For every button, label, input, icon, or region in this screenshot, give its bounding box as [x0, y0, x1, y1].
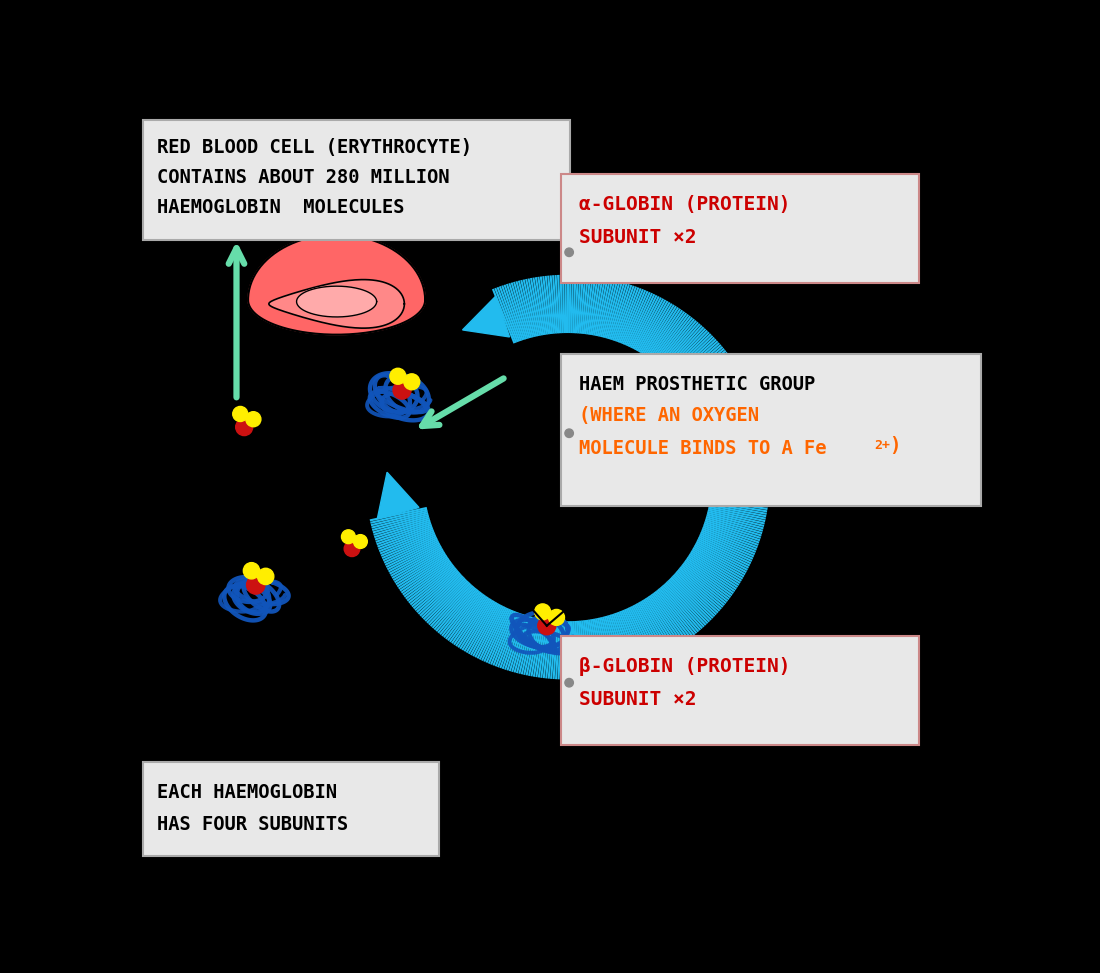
- Circle shape: [404, 374, 420, 390]
- Circle shape: [565, 248, 573, 257]
- Polygon shape: [462, 296, 509, 337]
- Circle shape: [565, 429, 573, 438]
- Text: α-GLOBIN (PROTEIN): α-GLOBIN (PROTEIN): [580, 195, 791, 213]
- Circle shape: [257, 568, 274, 585]
- Circle shape: [353, 534, 367, 549]
- Circle shape: [583, 433, 598, 450]
- FancyBboxPatch shape: [143, 762, 439, 856]
- Polygon shape: [297, 286, 376, 317]
- Circle shape: [246, 576, 265, 595]
- FancyBboxPatch shape: [561, 635, 920, 745]
- Circle shape: [344, 541, 360, 557]
- Polygon shape: [377, 472, 419, 519]
- Circle shape: [341, 530, 355, 544]
- Text: RED BLOOD CELL (ERYTHROCYTE): RED BLOOD CELL (ERYTHROCYTE): [157, 138, 472, 158]
- Polygon shape: [249, 234, 425, 335]
- Text: HAS FOUR SUBUNITS: HAS FOUR SUBUNITS: [157, 815, 349, 834]
- Circle shape: [565, 678, 573, 687]
- Circle shape: [592, 426, 607, 441]
- Text: EACH HAEMOGLOBIN: EACH HAEMOGLOBIN: [157, 783, 338, 802]
- Circle shape: [233, 407, 248, 421]
- Text: MOLECULE BINDS TO A Fe: MOLECULE BINDS TO A Fe: [580, 439, 827, 457]
- Circle shape: [535, 604, 551, 620]
- Text: ): ): [889, 436, 900, 454]
- Text: HAEM PROSTHETIC GROUP: HAEM PROSTHETIC GROUP: [580, 375, 815, 394]
- Text: 2+: 2+: [874, 439, 890, 451]
- Circle shape: [235, 418, 253, 436]
- Circle shape: [538, 617, 556, 634]
- Text: (WHERE AN OXYGEN: (WHERE AN OXYGEN: [580, 407, 759, 425]
- Text: β-GLOBIN (PROTEIN): β-GLOBIN (PROTEIN): [580, 657, 791, 675]
- Circle shape: [580, 421, 594, 436]
- FancyBboxPatch shape: [143, 120, 570, 240]
- Polygon shape: [268, 279, 405, 328]
- Circle shape: [389, 368, 406, 384]
- Text: SUBUNIT ×2: SUBUNIT ×2: [580, 229, 696, 247]
- Circle shape: [549, 609, 564, 626]
- Text: HAEMOGLOBIN  MOLECULES: HAEMOGLOBIN MOLECULES: [157, 198, 405, 217]
- FancyBboxPatch shape: [561, 354, 981, 506]
- Circle shape: [393, 381, 411, 399]
- FancyBboxPatch shape: [561, 174, 920, 283]
- Circle shape: [245, 412, 261, 427]
- Text: CONTAINS ABOUT 280 MILLION: CONTAINS ABOUT 280 MILLION: [157, 167, 450, 187]
- Circle shape: [243, 562, 260, 579]
- Text: SUBUNIT ×2: SUBUNIT ×2: [580, 691, 696, 709]
